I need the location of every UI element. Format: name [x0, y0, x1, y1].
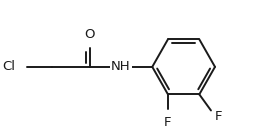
Text: Cl: Cl — [2, 60, 15, 73]
Text: F: F — [215, 110, 223, 122]
Text: F: F — [164, 116, 172, 129]
Text: NH: NH — [111, 60, 131, 73]
Text: O: O — [84, 28, 95, 41]
